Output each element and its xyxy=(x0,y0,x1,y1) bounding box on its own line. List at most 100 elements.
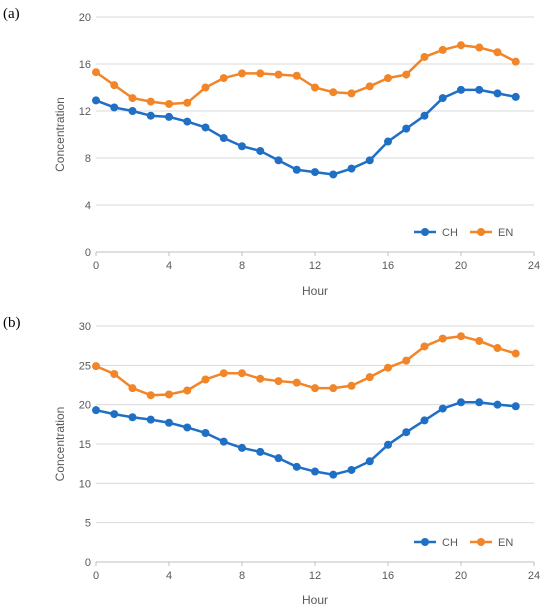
y-tick-label: 0 xyxy=(85,557,91,569)
data-point-ch xyxy=(292,462,301,471)
data-point-ch xyxy=(493,89,502,98)
data-point-en xyxy=(274,70,283,79)
data-point-en xyxy=(311,83,319,92)
data-point-ch xyxy=(365,156,374,165)
data-point-en xyxy=(256,69,265,78)
data-point-en xyxy=(420,52,429,61)
data-point-en xyxy=(457,41,465,50)
data-point-en xyxy=(146,391,155,400)
x-axis-title: Hour xyxy=(302,284,328,298)
data-point-en xyxy=(511,57,520,66)
series-line-en xyxy=(95,43,517,106)
data-point-en xyxy=(438,45,447,54)
data-point-en xyxy=(311,384,319,393)
data-point-ch xyxy=(420,416,429,425)
legend-swatch-marker xyxy=(421,538,429,546)
legend-label: EN xyxy=(498,537,513,549)
legend-item-ch: CH xyxy=(414,227,458,239)
x-tick-label: 4 xyxy=(166,260,172,272)
data-point-en xyxy=(420,342,429,351)
data-point-en xyxy=(402,356,411,365)
legend-label: CH xyxy=(442,537,458,549)
data-point-en xyxy=(475,43,484,52)
data-point-en xyxy=(165,390,173,399)
y-tick-label: 20 xyxy=(79,12,91,24)
data-point-en xyxy=(329,88,338,97)
x-tick-label: 20 xyxy=(455,570,467,582)
data-point-en xyxy=(183,386,192,395)
data-point-ch xyxy=(238,443,246,452)
data-point-en xyxy=(365,373,374,382)
data-point-en xyxy=(292,71,301,80)
data-point-ch xyxy=(165,418,173,427)
data-point-ch xyxy=(238,142,246,151)
data-point-ch xyxy=(438,94,447,103)
data-point-en xyxy=(384,74,392,83)
data-point-ch xyxy=(256,447,265,456)
y-tick-label: 15 xyxy=(79,439,91,451)
data-point-en xyxy=(92,68,100,77)
legend-item-en: EN xyxy=(470,537,513,549)
data-point-ch xyxy=(146,111,155,120)
data-point-ch xyxy=(475,85,484,94)
data-point-ch xyxy=(347,164,356,173)
data-point-en xyxy=(365,82,374,91)
data-point-en xyxy=(128,94,137,103)
x-tick-label: 16 xyxy=(382,260,394,272)
data-point-en xyxy=(183,98,192,107)
data-point-en xyxy=(384,363,392,372)
y-tick-label: 12 xyxy=(79,106,91,118)
y-tick-label: 4 xyxy=(85,200,91,212)
y-tick-label: 0 xyxy=(85,247,91,259)
data-point-ch xyxy=(475,398,484,407)
data-point-en xyxy=(92,362,100,371)
y-tick-label: 8 xyxy=(85,153,91,165)
legend-swatch-marker xyxy=(477,228,485,236)
data-point-ch xyxy=(201,428,210,437)
data-point-ch xyxy=(146,415,155,424)
data-point-en xyxy=(146,97,155,106)
y-tick-label: 30 xyxy=(79,321,91,333)
legend-item-ch: CH xyxy=(414,537,458,549)
legend-label: EN xyxy=(498,227,513,239)
data-point-ch xyxy=(384,137,392,146)
data-point-ch xyxy=(256,146,265,155)
data-point-ch xyxy=(511,92,520,101)
data-point-ch xyxy=(128,413,137,422)
chart-panel-b: (b) 0 5 10 15 20 25 30 0 4 8 12 16 20 24 Hour Concentrat… xyxy=(3,315,540,607)
data-point-ch xyxy=(402,428,411,437)
legend-swatch-marker xyxy=(477,538,485,546)
data-point-ch xyxy=(219,134,228,143)
y-tick-label: 16 xyxy=(79,59,91,71)
data-point-en xyxy=(256,374,265,383)
data-point-ch xyxy=(438,404,447,413)
y-axis-title: Concentration xyxy=(53,97,67,172)
series-line-ch xyxy=(95,401,516,476)
data-point-ch xyxy=(201,123,210,132)
data-point-en xyxy=(165,99,173,108)
data-point-ch xyxy=(165,112,173,121)
data-point-ch xyxy=(493,400,502,409)
data-point-ch xyxy=(92,406,100,415)
data-point-en xyxy=(475,336,484,345)
data-point-en xyxy=(110,369,119,378)
data-point-en xyxy=(238,69,246,78)
data-point-ch xyxy=(274,454,283,463)
x-tick-label: 16 xyxy=(382,570,394,582)
x-tick-label: 24 xyxy=(528,260,540,272)
data-point-en xyxy=(238,369,246,378)
y-axis-title: Concentration xyxy=(53,407,67,482)
data-point-en xyxy=(402,70,411,79)
data-point-en xyxy=(201,83,210,92)
x-tick-label: 20 xyxy=(455,260,467,272)
data-point-ch xyxy=(92,96,100,105)
data-point-en xyxy=(201,375,210,384)
legend-item-en: EN xyxy=(470,227,513,239)
x-tick-label: 0 xyxy=(93,570,99,582)
y-tick-label: 5 xyxy=(85,518,91,530)
data-point-ch xyxy=(457,85,465,94)
data-point-ch xyxy=(365,457,374,466)
data-point-ch xyxy=(274,156,283,165)
x-axis-title: Hour xyxy=(302,593,328,607)
